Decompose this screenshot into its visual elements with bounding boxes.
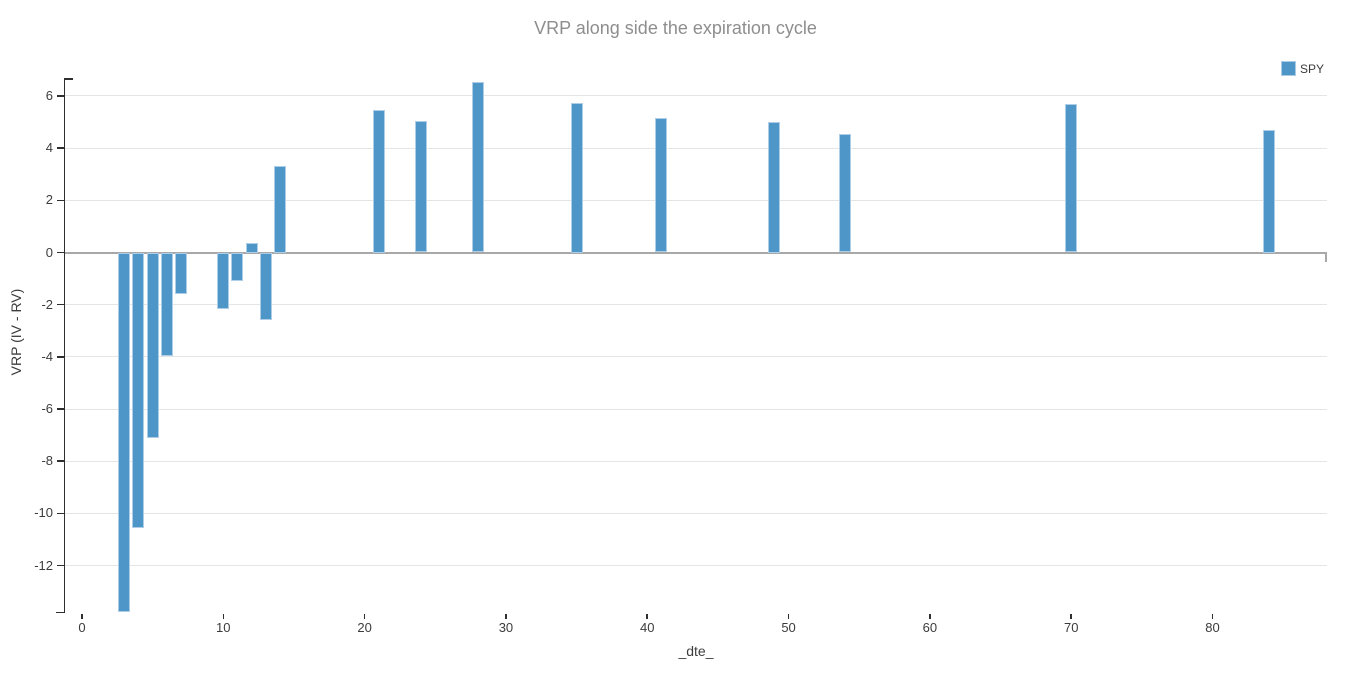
- y-gridline: [65, 460, 1327, 462]
- y-gridline: [65, 356, 1327, 358]
- y-tick-label: -2: [41, 296, 53, 312]
- bar: [146, 252, 159, 438]
- legend-swatch-icon: [1281, 61, 1296, 76]
- x-tick: [646, 613, 648, 619]
- y-tick-label: -12: [34, 557, 53, 573]
- y-tick-label: 0: [45, 244, 53, 260]
- x-tick-label: 30: [498, 620, 514, 635]
- legend-label: SPY: [1300, 61, 1325, 76]
- bar: [174, 252, 187, 295]
- y-axis-bottom-cap: [56, 611, 65, 613]
- y-gridline: [65, 199, 1327, 201]
- chart-title: VRP along side the expiration cycle: [534, 18, 817, 38]
- bar: [1065, 103, 1078, 253]
- y-tick: [57, 460, 64, 462]
- y-tick-label: 2: [45, 192, 53, 208]
- y-tick: [57, 564, 64, 567]
- bar: [768, 122, 781, 253]
- bar: [570, 102, 583, 253]
- bar: [1263, 129, 1276, 253]
- y-gridline: [65, 304, 1327, 306]
- y-tick: [57, 356, 64, 358]
- y-tick: [57, 303, 64, 306]
- y-gridline: [65, 408, 1327, 410]
- bar: [259, 252, 272, 321]
- plot-area: [65, 78, 1327, 613]
- zero-line-end-cap: [1325, 251, 1327, 262]
- y-gridline: [65, 147, 1327, 149]
- bar: [217, 252, 230, 309]
- y-tick: [57, 147, 64, 149]
- y-tick: [57, 95, 64, 97]
- bar: [372, 110, 385, 253]
- x-tick-label: 60: [922, 620, 938, 635]
- bar: [132, 252, 145, 528]
- y-tick-label: -10: [34, 505, 53, 521]
- y-gridline: [65, 512, 1327, 514]
- y-tick-label: 4: [45, 140, 53, 156]
- x-tick-label: 20: [357, 620, 372, 635]
- bar: [245, 243, 258, 253]
- bar: [839, 133, 852, 253]
- x-tick: [363, 613, 366, 619]
- x-tick-label: 10: [216, 620, 231, 635]
- y-tick: [57, 199, 64, 202]
- x-tick: [787, 613, 790, 619]
- x-tick-label: 70: [1063, 620, 1079, 635]
- bar: [231, 252, 244, 282]
- y-axis-top-cap: [63, 78, 73, 80]
- x-tick: [929, 613, 931, 619]
- x-tick: [505, 613, 507, 619]
- bar: [160, 252, 173, 356]
- y-gridline: [65, 95, 1327, 97]
- x-tick: [222, 613, 225, 619]
- y-tick-label: -6: [41, 401, 53, 417]
- y-tick: [57, 408, 64, 410]
- x-tick-label: 0: [78, 620, 86, 635]
- bar: [118, 252, 131, 613]
- bar: [471, 81, 484, 253]
- x-tick-label: 40: [640, 620, 655, 635]
- y-tick: [57, 251, 64, 254]
- y-gridline: [65, 565, 1327, 567]
- bar: [415, 120, 428, 253]
- y-tick-label: 6: [45, 87, 53, 103]
- y-axis-line: [63, 78, 65, 613]
- x-tick-label: 50: [781, 620, 796, 635]
- x-tick: [1211, 613, 1214, 619]
- x-tick: [1070, 613, 1072, 619]
- bar: [655, 118, 668, 253]
- y-tick: [57, 512, 64, 515]
- y-axis-label-text: VRP (IV - RV): [8, 288, 24, 376]
- x-axis-label: _dte_: [678, 643, 714, 659]
- y-tick-label: -8: [41, 453, 53, 469]
- legend: SPY: [1281, 61, 1324, 76]
- bar: [273, 166, 286, 253]
- x-tick-label: 80: [1205, 620, 1220, 635]
- zero-line: [65, 251, 1327, 254]
- x-tick: [81, 613, 83, 619]
- y-tick-label: -4: [41, 348, 53, 364]
